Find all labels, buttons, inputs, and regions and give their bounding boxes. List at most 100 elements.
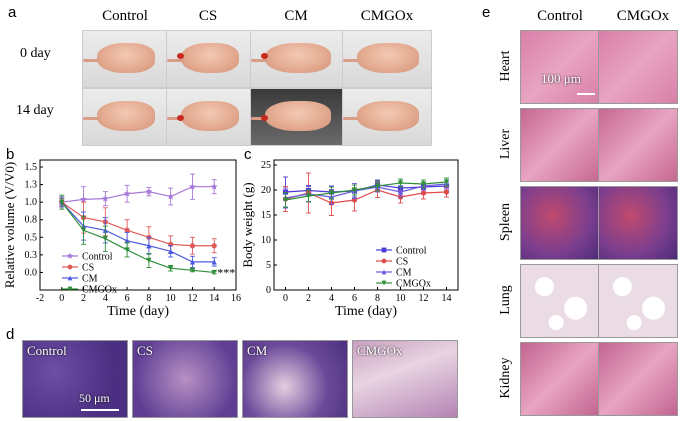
legend-marker [67,264,73,270]
relative-volume-chart: -2 0 2 4 6 8 10 12 14 16 0.0 0.3 0.5 0.8 1.0 1.3 1.5 Time… [2,159,241,319]
y-axis-label: Body weight (g) [242,182,255,267]
x-tick-label: 10 [166,293,176,304]
data-point [211,269,217,276]
x-tick-label: 6 [352,293,357,304]
mouse-body [357,43,419,73]
panel-a-row-0day: 0 day [20,46,51,61]
series-line [61,186,215,203]
mouse-tail [343,117,359,120]
data-point [282,197,289,203]
data-point [443,179,450,185]
mouse-photo [166,30,252,88]
data-point [59,199,65,205]
organ-histology-image [520,342,600,416]
y-tick-label: 1.5 [25,162,38,173]
data-point [101,195,109,202]
x-tick-label: 8 [146,293,151,304]
data-point [351,187,358,193]
panel-a-row-14day: 14 day [16,103,54,118]
tumor-histology-image: CS [132,340,238,418]
legend-label: Control [396,246,427,257]
plot-frame [39,159,237,291]
data-point [123,190,131,197]
y-tick-label: 15 [261,210,271,221]
data-point [189,259,196,265]
y-tick-label: 20 [261,185,271,196]
x-tick-label: 4 [329,293,334,304]
mouse-body [181,43,239,73]
y-tick-label: 0.3 [25,250,38,261]
histology-group-label: CM [247,343,268,358]
histology-group-label: Control [27,343,67,358]
y-tick-label: 1.0 [25,197,38,208]
legend-label: Control [82,252,113,263]
x-tick-label: 2 [81,293,86,304]
x-axis-label: Time (day) [335,304,397,319]
data-point [80,227,87,233]
panel-e-col-cmgox: CMGOx [616,8,670,24]
scale-bar-label: 100 μm [541,71,581,86]
scale-bar [81,409,119,411]
x-tick-label: 12 [419,293,429,304]
data-point [124,227,130,233]
mouse-tail [343,59,359,62]
mouse-body [97,43,155,73]
organ-histology-image [598,264,678,338]
legend-label: CS [396,257,408,268]
panel-e-col-control: Control [537,8,583,24]
legend-label: CMGOx [396,279,431,290]
legend-label: CMGOx [82,285,117,296]
mouse-tail [251,59,267,62]
x-tick-label: 14 [209,293,219,304]
body-weight-chart: 0 2 4 6 8 10 12 14 0 5 10 15 20 25 Time (day) Body weig… [242,159,459,319]
y-tick-label: 10 [261,235,271,246]
significance-annotation: *** [217,265,235,279]
x-tick-label: 6 [125,293,130,304]
x-tick-label: 2 [306,293,311,304]
data-point [146,257,152,264]
organ-histology-image [520,108,600,182]
data-point [189,243,196,249]
mouse-tail [83,59,99,62]
panel-a-col-cs: CS [198,8,218,24]
tumor-marker [177,115,184,121]
x-tick-label: -2 [36,293,44,304]
legend-marker [381,280,387,286]
legend-marker [67,286,73,292]
data-point [210,183,218,190]
mouse-tail [251,117,267,120]
mouse-body [265,43,331,73]
scale-bar [577,93,595,95]
x-tick-label: 8 [375,293,380,304]
series-line [61,201,215,274]
mouse-photo [342,30,432,88]
tumor-histology-image: Control 50 μm [22,340,128,418]
legend-marker [381,247,387,253]
y-tick-label: 0 [266,285,271,296]
data-point [397,180,404,186]
data-point [145,188,153,195]
organ-label: Lung [498,285,513,315]
x-tick-label: 14 [442,293,452,304]
series-line [285,183,447,199]
tumor-histology-image: CM [242,340,348,418]
series-line [285,181,447,201]
organ-histology-image [598,186,678,260]
y-axis-label: Relative volume (V/V0) [2,162,17,288]
panel-label-d: d [6,326,15,343]
data-point [443,189,450,195]
organ-histology-image [598,30,678,104]
tumor-marker [177,53,184,59]
histology-group-label: CMGOx [357,343,403,358]
mouse-tail [167,59,183,62]
panel-label-b: b [6,146,15,163]
plot-frame [273,159,459,291]
organ-histology-image [598,342,678,416]
organ-histology-image [598,108,678,182]
mouse-photo [250,30,344,88]
data-point [189,267,196,273]
organ-label: Spleen [498,202,513,242]
legend-marker [67,275,73,281]
histology-group-label: CS [137,343,153,358]
x-tick-label: 4 [103,293,108,304]
